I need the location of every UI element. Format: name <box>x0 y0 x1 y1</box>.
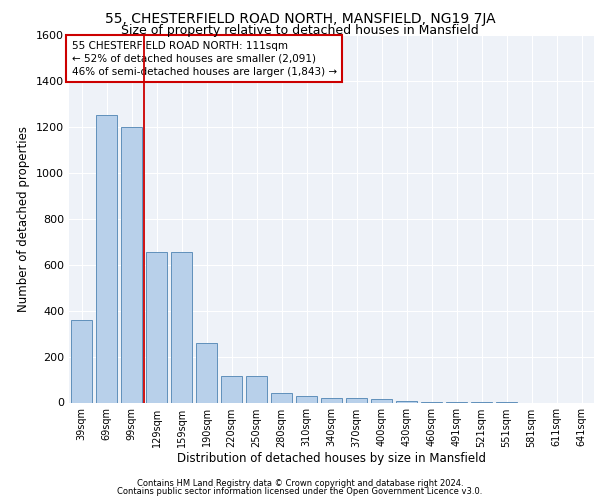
Bar <box>246 376 267 402</box>
Bar <box>121 127 142 402</box>
Text: Contains HM Land Registry data © Crown copyright and database right 2024.: Contains HM Land Registry data © Crown c… <box>137 478 463 488</box>
Bar <box>296 396 317 402</box>
Bar <box>271 394 292 402</box>
Bar <box>221 376 242 402</box>
Text: Contains public sector information licensed under the Open Government Licence v3: Contains public sector information licen… <box>118 487 482 496</box>
Bar <box>196 343 217 402</box>
Text: 55 CHESTERFIELD ROAD NORTH: 111sqm
← 52% of detached houses are smaller (2,091)
: 55 CHESTERFIELD ROAD NORTH: 111sqm ← 52%… <box>71 40 337 77</box>
Bar <box>171 252 192 402</box>
Bar <box>346 398 367 402</box>
Bar <box>321 398 342 402</box>
Bar <box>71 320 92 402</box>
Y-axis label: Number of detached properties: Number of detached properties <box>17 126 31 312</box>
Text: 55, CHESTERFIELD ROAD NORTH, MANSFIELD, NG19 7JA: 55, CHESTERFIELD ROAD NORTH, MANSFIELD, … <box>104 12 496 26</box>
Text: Size of property relative to detached houses in Mansfield: Size of property relative to detached ho… <box>121 24 479 37</box>
Bar <box>96 116 117 403</box>
Bar <box>146 252 167 402</box>
Bar <box>371 399 392 402</box>
X-axis label: Distribution of detached houses by size in Mansfield: Distribution of detached houses by size … <box>177 452 486 466</box>
